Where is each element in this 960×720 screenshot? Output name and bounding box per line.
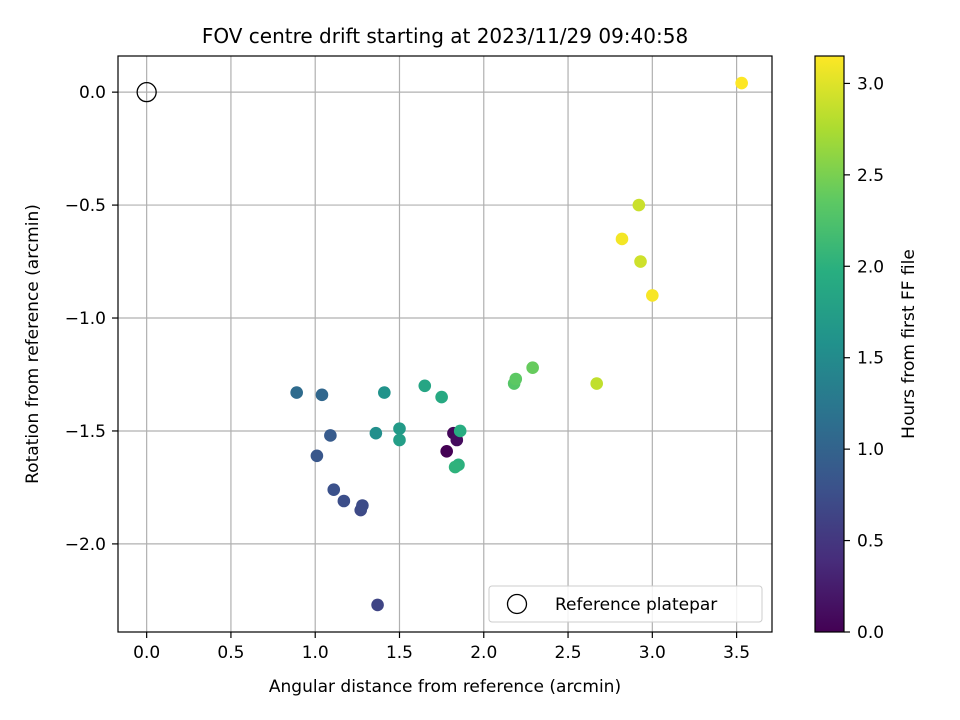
x-axis-label: Angular distance from reference (arcmin) [269,677,621,697]
data-points [136,76,748,612]
colorbar-tick-label: 0.5 [857,532,884,552]
legend-label-reference: Reference platepar [555,595,717,615]
x-tick-label: 3.5 [723,643,750,663]
data-point [440,444,453,458]
data-point [448,460,462,474]
colorbar-tick-label: 0.0 [857,623,884,643]
data-point [337,494,351,508]
y-tick-label: −0.5 [65,196,106,216]
y-tick-label: 0.0 [79,83,106,103]
data-point [324,429,337,442]
colorbar-tick-label: 2.0 [857,257,884,277]
y-axis-label: Rotation from reference (arcmin) [23,204,43,484]
data-point [418,379,432,393]
x-tick-label: 1.5 [386,643,413,663]
data-point [526,361,539,375]
data-point [435,390,448,404]
data-point [590,377,604,390]
legend: Reference platepar [488,585,763,623]
x-tick-label: 1.0 [302,643,329,663]
x-tick-label: 2.5 [555,643,582,663]
x-axis-ticks: 0.0 0.5 1.0 1.5 2.0 2.5 3.0 3.5 [133,632,750,663]
legend-box [488,585,763,623]
chart-title: FOV centre drift starting at 2023/11/29 … [202,24,688,48]
data-point [290,386,303,399]
colorbar-tick-label: 1.0 [857,440,884,460]
data-point [393,422,406,436]
colorbar-label: Hours from first FF file [899,249,919,439]
x-tick-label: 2.0 [470,643,497,663]
data-point [310,449,324,463]
data-point [369,426,383,440]
data-point [634,255,647,268]
colorbar-tick-label: 3.0 [857,74,884,94]
data-point [646,289,659,302]
data-point [371,598,384,612]
data-point [393,433,406,447]
y-tick-label: −1.0 [65,309,106,329]
x-tick-label: 0.5 [217,643,244,663]
plot-frame [117,55,773,633]
data-point [315,388,329,402]
data-point [453,424,467,438]
colorbar [814,55,845,633]
x-tick-label: 3.0 [639,643,666,663]
colorbar-tick-label: 1.5 [857,349,884,369]
y-tick-label: −2.0 [65,535,106,555]
x-tick-label: 0.0 [133,643,160,663]
data-point [615,232,629,246]
colorbar-tick-label: 2.5 [857,166,884,186]
data-point [509,372,523,386]
legend-reference-marker [506,593,528,615]
data-point [378,386,391,399]
reference-platepar-marker [136,81,157,103]
data-point [735,76,748,90]
y-axis-ticks: 0.0 −0.5 −1.0 −1.5 −2.0 [65,83,118,555]
y-tick-label: −1.5 [65,422,106,442]
grid [118,56,772,632]
data-point [356,499,369,512]
colorbar-ticks: 0.0 0.5 1.0 1.5 2.0 2.5 3.0 [844,74,884,643]
data-point [327,483,341,496]
data-point [632,198,646,212]
